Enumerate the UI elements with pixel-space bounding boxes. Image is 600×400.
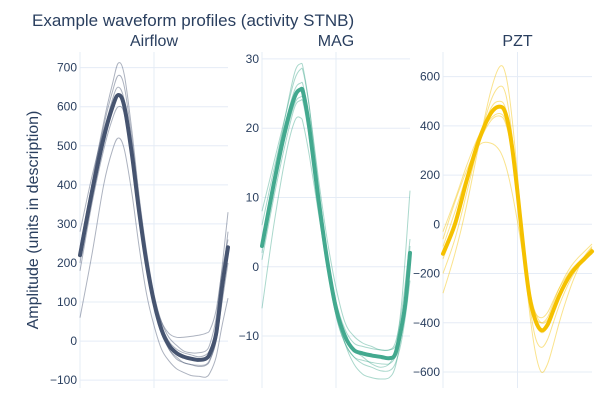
y-tick-label: −10: [239, 329, 260, 343]
y-axis-label: Amplitude (units in description): [25, 111, 42, 330]
series-trace-line: [79, 137, 229, 378]
series-trace-line: [79, 62, 229, 354]
panel-title: MAG: [318, 33, 354, 50]
series-mean-line: [441, 104, 594, 333]
y-tick-label: 400: [420, 119, 440, 133]
y-tick-label: 10: [246, 190, 260, 204]
y-tick-label: 300: [57, 217, 77, 231]
y-tick-label: −200: [413, 267, 440, 281]
panel-airflow: Airflow −100 0 100 200 300 400 500 600 700: [50, 33, 230, 388]
y-tick-label: 20: [246, 121, 260, 135]
series-mean-line: [260, 86, 412, 361]
y-tick-label: 0: [252, 260, 259, 274]
series-trace-line: [261, 67, 411, 351]
y-tick-label: 600: [420, 70, 440, 84]
panel-title: PZT: [502, 33, 532, 50]
y-tick-label: 30: [246, 52, 260, 66]
y-tick-label: 200: [57, 256, 77, 270]
series-mean-line: [78, 93, 230, 362]
panel-mag: MAG −10 0 10 20 30: [239, 33, 412, 388]
y-tick-label: 100: [57, 295, 77, 309]
y-tick-label: 0: [433, 217, 440, 231]
panel-pzt: PZT −600 −400 −200 0 200 400 600: [413, 33, 594, 388]
panel-title: Airflow: [130, 33, 178, 50]
panels-layer: Airflow−1000100200300400500600700MAG−100…: [50, 33, 594, 388]
y-tick-label: 700: [57, 61, 77, 75]
y-tick-label: −100: [50, 373, 77, 387]
y-tick-label: 500: [57, 139, 77, 153]
y-tick-label: −400: [413, 316, 440, 330]
y-tick-label: −600: [413, 365, 440, 379]
figure-title: Example waveform profiles (activity STNB…: [32, 11, 354, 30]
y-tick-label: 400: [57, 178, 77, 192]
series-trace-line: [261, 99, 411, 372]
y-tick-label: 0: [70, 334, 77, 348]
y-tick-label: 600: [57, 100, 77, 114]
y-tick-label: 200: [420, 168, 440, 182]
